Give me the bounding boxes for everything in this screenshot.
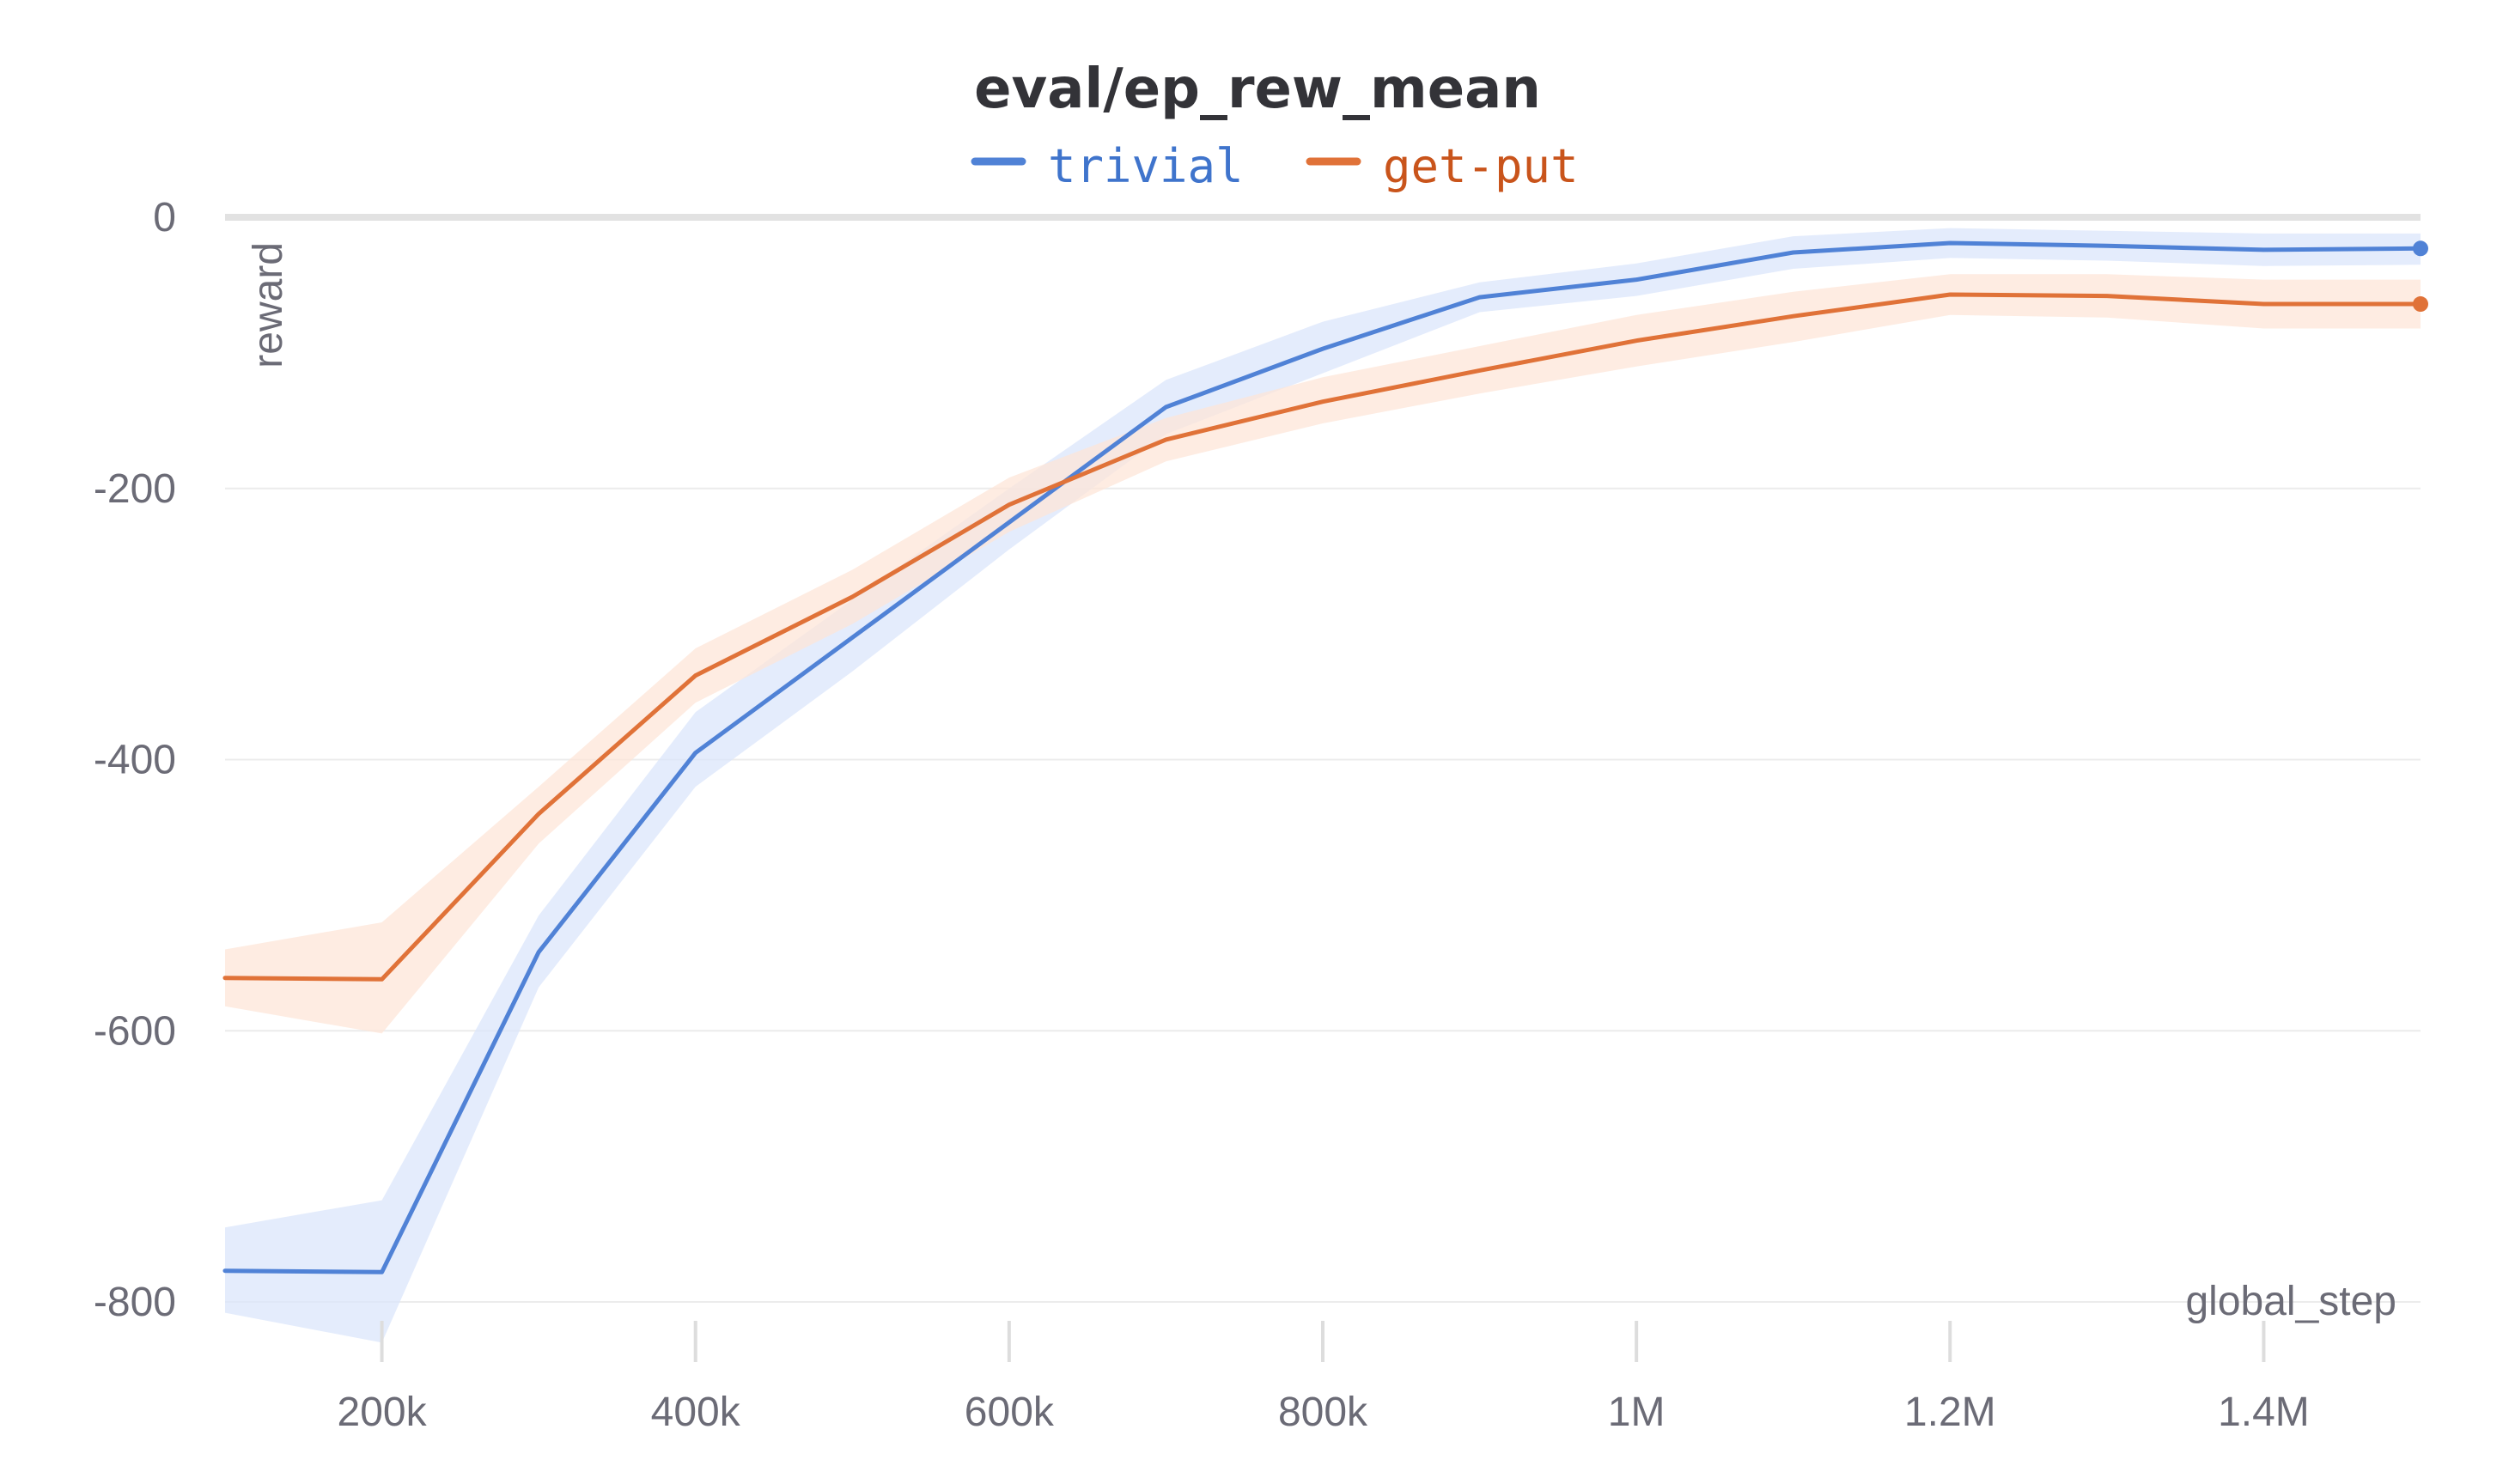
y-axis-label: reward [246,242,291,368]
x-axis-ticks: 200k 400k 600k 800k 1M 1.2M 1.4M [338,1321,2310,1435]
line-trivial [222,240,2423,1274]
series-lines [222,240,2423,1274]
y-tick-label: -800 [94,1280,176,1325]
band-trivial [225,228,2421,1343]
x-tick-label: 400k [651,1390,741,1435]
x-tick-label: 1.2M [1904,1390,1996,1435]
x-tick-label: 1M [1608,1390,1666,1435]
y-tick-label: -200 [94,466,176,512]
x-tick-label: 200k [338,1390,428,1435]
y-axis-ticks: 0 -200 -400 -600 -800 [94,195,176,1325]
x-axis-label: global_step [2185,1279,2396,1324]
band-get-put [225,274,2421,1034]
confidence-bands [225,228,2421,1343]
legend-label: trivial [1048,139,1244,193]
end-point-trivial [2413,240,2428,257]
chart-title: eval/ep_rew_mean [974,58,1541,121]
legend-label: get-put [1383,139,1579,193]
x-tick-label: 600k [965,1390,1055,1435]
y-tick-label: -600 [94,1008,176,1054]
x-tick-label: 1.4M [2218,1390,2310,1435]
y-tick-label: 0 [153,195,176,240]
legend-item-get-put[interactable]: get-put [1306,139,1579,193]
legend: trivial get-put [971,139,1579,193]
x-tick-label: 800k [1278,1390,1368,1435]
y-tick-label: -400 [94,738,176,783]
line-get-put [222,292,2423,982]
end-markers [2413,240,2428,313]
legend-item-trivial[interactable]: trivial [971,139,1244,193]
end-point-get-put [2413,296,2428,313]
